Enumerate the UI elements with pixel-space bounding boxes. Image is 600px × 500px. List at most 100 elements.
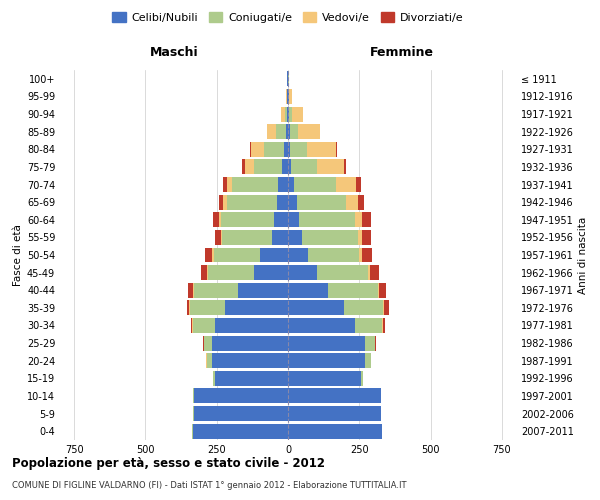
- Bar: [289, 89, 292, 104]
- Bar: [285, 106, 287, 122]
- Bar: [245, 160, 254, 174]
- Bar: [344, 300, 383, 316]
- Legend: Celibi/Nubili, Coniugati/e, Vedovi/e, Divorziati/e: Celibi/Nubili, Coniugati/e, Vedovi/e, Di…: [108, 8, 468, 28]
- Bar: [328, 283, 378, 298]
- Bar: [286, 124, 288, 139]
- Bar: [290, 124, 298, 139]
- Bar: [232, 177, 278, 192]
- Bar: [336, 142, 337, 157]
- Bar: [308, 248, 359, 262]
- Bar: [212, 353, 288, 368]
- Bar: [205, 248, 212, 262]
- Bar: [204, 336, 212, 350]
- Bar: [361, 371, 363, 386]
- Bar: [202, 265, 207, 280]
- Bar: [317, 265, 368, 280]
- Bar: [298, 124, 320, 139]
- Bar: [194, 406, 288, 421]
- Bar: [215, 230, 221, 245]
- Text: Popolazione per età, sesso e stato civile - 2012: Popolazione per età, sesso e stato civil…: [12, 458, 325, 470]
- Bar: [272, 230, 288, 245]
- Bar: [250, 142, 251, 157]
- Bar: [287, 106, 288, 122]
- Bar: [267, 124, 276, 139]
- Bar: [188, 283, 193, 298]
- Bar: [214, 248, 260, 262]
- Bar: [193, 424, 288, 438]
- Bar: [288, 212, 299, 228]
- Bar: [288, 106, 289, 122]
- Bar: [254, 160, 283, 174]
- Bar: [194, 283, 238, 298]
- Bar: [208, 265, 254, 280]
- Bar: [223, 230, 272, 245]
- Bar: [355, 212, 362, 228]
- Bar: [299, 212, 355, 228]
- Bar: [223, 194, 227, 210]
- Bar: [288, 177, 294, 192]
- Bar: [356, 177, 361, 192]
- Bar: [283, 160, 288, 174]
- Bar: [284, 142, 288, 157]
- Bar: [290, 142, 307, 157]
- Bar: [288, 265, 317, 280]
- Bar: [385, 300, 389, 316]
- Bar: [362, 248, 372, 262]
- Bar: [292, 106, 303, 122]
- Bar: [215, 318, 288, 333]
- Bar: [288, 194, 296, 210]
- Bar: [370, 265, 379, 280]
- Bar: [359, 248, 362, 262]
- Bar: [368, 265, 370, 280]
- Bar: [291, 160, 317, 174]
- Bar: [288, 248, 308, 262]
- Bar: [317, 160, 344, 174]
- Bar: [344, 160, 346, 174]
- Bar: [193, 318, 215, 333]
- Bar: [219, 194, 223, 210]
- Bar: [281, 106, 285, 122]
- Bar: [288, 353, 365, 368]
- Bar: [378, 283, 379, 298]
- Bar: [288, 300, 344, 316]
- Bar: [221, 212, 274, 228]
- Text: Maschi: Maschi: [149, 46, 199, 60]
- Bar: [288, 230, 302, 245]
- Bar: [358, 230, 362, 245]
- Bar: [191, 318, 192, 333]
- Bar: [254, 265, 288, 280]
- Bar: [221, 230, 223, 245]
- Bar: [288, 160, 291, 174]
- Bar: [365, 336, 375, 350]
- Bar: [215, 371, 288, 386]
- Bar: [251, 142, 264, 157]
- Bar: [223, 177, 227, 192]
- Bar: [288, 424, 382, 438]
- Bar: [278, 177, 288, 192]
- Bar: [289, 106, 292, 122]
- Bar: [187, 300, 190, 316]
- Bar: [362, 230, 371, 245]
- Bar: [307, 142, 336, 157]
- Bar: [213, 371, 215, 386]
- Bar: [346, 194, 358, 210]
- Bar: [294, 177, 337, 192]
- Y-axis label: Fasce di età: Fasce di età: [13, 224, 23, 286]
- Bar: [288, 318, 355, 333]
- Bar: [226, 300, 288, 316]
- Bar: [277, 194, 288, 210]
- Bar: [288, 371, 361, 386]
- Bar: [276, 124, 286, 139]
- Bar: [288, 142, 290, 157]
- Bar: [227, 194, 277, 210]
- Bar: [207, 353, 212, 368]
- Bar: [379, 283, 386, 298]
- Bar: [288, 283, 328, 298]
- Bar: [355, 318, 382, 333]
- Bar: [264, 142, 284, 157]
- Bar: [288, 124, 290, 139]
- Bar: [213, 212, 219, 228]
- Bar: [362, 212, 371, 228]
- Y-axis label: Anni di nascita: Anni di nascita: [578, 216, 588, 294]
- Bar: [383, 318, 385, 333]
